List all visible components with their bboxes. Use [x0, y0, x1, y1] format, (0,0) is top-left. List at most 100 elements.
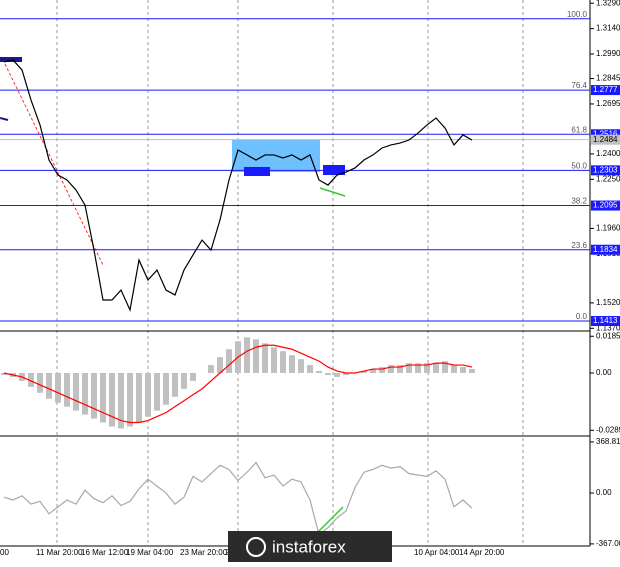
- histogram-bar: [91, 373, 97, 419]
- watermark: instaforex: [228, 531, 392, 562]
- histogram-bar: [316, 371, 322, 374]
- y-tick-label: 0.01856: [596, 331, 620, 340]
- y-tick-label: 1.1960: [596, 224, 620, 233]
- x-tick-label: 19 Mar 04:00: [126, 548, 174, 557]
- vertical-grid: [56, 0, 524, 546]
- x-tick-label: 23 Mar 20:00: [180, 548, 228, 557]
- price-tag: [591, 85, 620, 96]
- y-tick-label: 1.3140: [596, 24, 620, 33]
- y-tick-label: 1.3290: [596, 0, 620, 7]
- histogram-bar: [1, 373, 7, 375]
- histogram-bar: [370, 369, 376, 374]
- fib-level-name: 38.2: [571, 197, 587, 206]
- fib-level-name: 50.0: [571, 161, 587, 170]
- x-tick-label: 14 Apr 20:00: [459, 548, 505, 557]
- y-tick-label: 1.2990: [596, 49, 620, 58]
- histogram-bar: [244, 337, 250, 374]
- histogram-bar: [217, 357, 223, 374]
- price-tag-label: 1.2095: [593, 201, 618, 210]
- y-tick-label: 1.2250: [596, 174, 620, 183]
- histogram-bar: [388, 365, 394, 374]
- histogram-bar: [397, 365, 403, 374]
- price-tag: [591, 316, 620, 327]
- fib-level-name: 76.4: [571, 81, 587, 90]
- histogram-bar: [469, 369, 475, 374]
- histogram-bar: [262, 343, 268, 374]
- fib-level-name: 61.8: [571, 125, 587, 134]
- marker: [0, 117, 9, 121]
- histogram-bar: [100, 373, 106, 423]
- fib-level-name: 23.6: [571, 241, 587, 250]
- y-tick-label: -0.02892: [596, 425, 620, 434]
- histogram-bar: [73, 373, 79, 411]
- line: [3, 461, 473, 536]
- histogram-bar: [28, 373, 34, 387]
- fib-level-name: 0.0: [576, 312, 588, 321]
- y-tick-label: 1.1370: [596, 323, 620, 332]
- histogram-bar: [82, 373, 88, 415]
- trend-line: [319, 187, 346, 197]
- price-tag-label: 1.2303: [593, 165, 618, 174]
- y-tick-label: 1.1520: [596, 298, 620, 307]
- x-tick-label: 00: [0, 548, 9, 557]
- histogram-bar: [379, 367, 385, 374]
- histogram-bar: [361, 371, 367, 374]
- histogram-bar: [298, 359, 304, 374]
- histogram-bar: [154, 373, 160, 411]
- histogram-bar: [334, 373, 340, 377]
- current-price-label: 1.2484: [593, 135, 618, 144]
- y-tick-label: 368.8171: [596, 437, 620, 446]
- histogram-bar: [181, 373, 187, 389]
- histogram-bar: [307, 365, 313, 374]
- price-tag-label: 1.2777: [593, 85, 618, 94]
- histogram-bar: [325, 373, 331, 375]
- watermark-text: instaforex: [272, 537, 346, 556]
- histogram-bar: [190, 373, 196, 381]
- price-tag-label: 1.1834: [593, 245, 618, 254]
- histogram-bar: [406, 363, 412, 374]
- line: [3, 344, 473, 424]
- fib-level-name: 100.0: [567, 10, 588, 19]
- histogram-bar: [55, 373, 61, 403]
- histogram-bar: [118, 373, 124, 429]
- histogram-bar: [208, 365, 214, 374]
- price-tag-label: 1.1413: [593, 316, 618, 325]
- histogram-bar: [136, 373, 142, 423]
- line: [3, 59, 473, 313]
- histogram-bar: [64, 373, 70, 407]
- x-tick-label: 16 Mar 12:00: [81, 548, 129, 557]
- histogram-bar: [226, 349, 232, 374]
- histogram-bar: [109, 373, 115, 427]
- histogram-bar: [460, 367, 466, 374]
- histogram-bar: [172, 373, 178, 397]
- trend-line: [317, 506, 344, 533]
- histogram-bar: [442, 361, 448, 374]
- price-tag: [591, 134, 620, 145]
- histogram-bar: [37, 373, 43, 393]
- histogram-bar: [127, 373, 133, 427]
- x-tick-label: 11 Mar 20:00: [36, 548, 83, 557]
- histogram-bar: [280, 351, 286, 374]
- y-tick-label: 1.2400: [596, 149, 620, 158]
- histogram-bar: [451, 365, 457, 374]
- histogram-bar: [415, 363, 421, 374]
- y-tick-label: 0.00: [596, 368, 612, 377]
- price-tag: [591, 200, 620, 211]
- histogram-bar: [343, 373, 349, 375]
- histogram-bar: [253, 339, 259, 374]
- histogram-bar: [433, 363, 439, 374]
- histogram-bar: [424, 363, 430, 374]
- price-tag: [591, 244, 620, 255]
- y-tick-label: 1.2695: [596, 99, 620, 108]
- histogram-bar: [145, 373, 151, 417]
- y-tick-label: 1.2845: [596, 74, 620, 83]
- histogram-bar: [289, 355, 295, 374]
- histogram-bar: [271, 347, 277, 374]
- x-tick-label: 10 Apr 04:00: [414, 548, 460, 557]
- marker: [244, 167, 270, 176]
- histogram-bar: [46, 373, 52, 399]
- y-tick-label: 0.00: [596, 488, 612, 497]
- price-tag-label: 1.2516: [593, 129, 618, 138]
